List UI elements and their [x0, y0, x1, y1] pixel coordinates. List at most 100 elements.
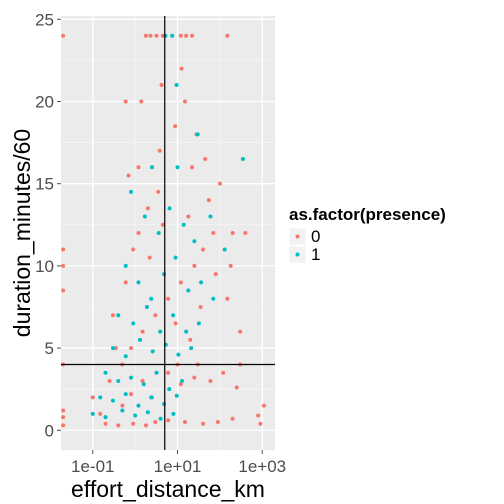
data-point-series-1 — [170, 33, 175, 38]
data-point-series-1 — [110, 398, 115, 403]
data-point-series-1 — [222, 247, 227, 252]
data-point-series-1 — [196, 321, 201, 326]
data-point-series-0 — [192, 375, 197, 380]
data-point-series-1 — [129, 375, 134, 380]
data-point-series-0 — [213, 272, 218, 277]
data-point-series-0 — [225, 33, 230, 38]
data-point-series-0 — [116, 423, 121, 428]
data-point-series-0 — [126, 173, 131, 178]
data-point-series-0 — [129, 392, 134, 397]
data-point-series-0 — [178, 382, 183, 387]
y-tick-label: 10 — [35, 257, 54, 276]
reference-lines — [61, 16, 275, 450]
data-point-series-0 — [131, 421, 136, 426]
data-point-series-0 — [238, 329, 243, 334]
data-point-series-0 — [148, 33, 153, 38]
data-point-series-0 — [143, 423, 148, 428]
data-point-series-0 — [217, 181, 222, 186]
data-point-series-0 — [160, 222, 165, 227]
data-point-series-1 — [211, 296, 216, 301]
data-point-series-0 — [61, 288, 66, 293]
plot-panel — [61, 16, 275, 450]
data-point-series-1 — [167, 387, 172, 392]
data-point-series-0 — [123, 280, 128, 285]
data-point-series-0 — [230, 416, 235, 421]
data-point-series-1 — [154, 370, 159, 375]
data-point-series-0 — [61, 263, 66, 268]
data-point-series-1 — [171, 313, 176, 318]
data-point-series-1 — [171, 411, 176, 416]
data-point-series-0 — [61, 415, 66, 420]
data-point-series-0 — [221, 370, 226, 375]
data-point-series-0 — [153, 313, 158, 318]
data-point-series-0 — [190, 165, 195, 170]
data-point-series-1 — [133, 413, 138, 418]
data-point-series-1 — [184, 329, 189, 334]
y-tick-label: 20 — [35, 92, 54, 111]
data-point-series-0 — [153, 420, 158, 425]
data-point-series-0 — [157, 148, 162, 153]
data-point-series-1 — [141, 382, 146, 387]
data-point-series-0 — [166, 296, 171, 301]
data-point-series-0 — [228, 263, 233, 268]
x-tick-label: 1e+03 — [238, 457, 286, 476]
data-point-series-1 — [158, 329, 163, 334]
data-point-series-0 — [203, 157, 208, 162]
data-point-series-0 — [147, 255, 152, 260]
data-point-series-1 — [240, 157, 245, 162]
data-point-series-1 — [186, 288, 191, 293]
data-point-series-1 — [167, 206, 172, 211]
data-point-series-1 — [120, 408, 125, 413]
data-point-series-0 — [234, 385, 239, 390]
data-point-series-1 — [103, 415, 108, 420]
data-point-series-1 — [161, 401, 166, 406]
data-point-series-0 — [184, 33, 189, 38]
data-point-series-1 — [123, 354, 128, 359]
data-point-series-0 — [198, 304, 203, 309]
legend-label: 0 — [311, 227, 320, 246]
y-axis: 0 5 10 15 20 25 — [35, 10, 61, 440]
data-point-series-0 — [215, 420, 220, 425]
data-point-series-1 — [150, 349, 155, 354]
legend-title: as.factor(presence) — [289, 205, 446, 224]
data-point-series-0 — [230, 231, 235, 235]
data-point-series-1 — [175, 165, 180, 170]
data-point-series-0 — [261, 403, 266, 408]
y-tick-label: 15 — [35, 175, 54, 194]
data-point-series-0 — [182, 99, 187, 104]
data-point-series-0 — [143, 33, 148, 38]
data-point-series-0 — [179, 66, 184, 71]
data-point-series-1 — [129, 189, 134, 194]
data-point-series-0 — [243, 231, 248, 235]
data-point-series-0 — [178, 33, 183, 38]
data-point-series-1 — [195, 132, 200, 137]
data-point-series-1 — [208, 214, 213, 219]
y-axis-title: duration_minutes/60 — [9, 129, 35, 337]
data-point-series-0 — [156, 189, 161, 194]
data-point-series-0 — [206, 198, 211, 203]
data-point-series-0 — [258, 421, 263, 426]
data-point-series-0 — [113, 346, 118, 351]
data-point-series-1 — [180, 378, 185, 383]
data-point-series-1 — [149, 395, 154, 400]
data-point-series-0 — [139, 99, 144, 104]
data-point-series-1 — [192, 239, 197, 244]
data-point-series-1 — [110, 346, 115, 351]
data-point-series-1 — [181, 222, 186, 227]
data-point-series-0 — [98, 411, 103, 416]
data-point-series-1 — [189, 346, 194, 351]
data-point-series-1 — [174, 83, 179, 88]
legend: as.factor(presence) 01 — [288, 205, 446, 264]
data-point-series-0 — [136, 165, 141, 170]
data-points — [61, 33, 266, 428]
data-point-series-0 — [120, 403, 125, 408]
data-point-series-0 — [173, 124, 178, 129]
data-point-series-0 — [154, 33, 159, 38]
data-point-series-0 — [110, 313, 115, 318]
data-point-series-0 — [166, 370, 171, 375]
data-point-series-0 — [178, 280, 183, 285]
data-point-series-1 — [163, 33, 168, 38]
legend-keys: 01 — [288, 227, 320, 264]
data-point-series-1 — [149, 296, 154, 301]
